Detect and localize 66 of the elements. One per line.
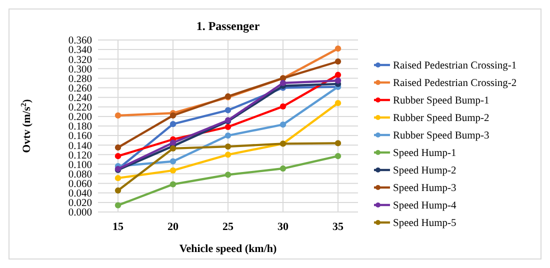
x-tick-label: 35 [332, 221, 344, 233]
point [170, 167, 176, 174]
point [334, 58, 342, 65]
legend-label: Rubber Speed Bump-2 [393, 113, 490, 124]
x-tick-label: 15 [112, 221, 124, 233]
point [224, 152, 232, 158]
chart-title: 1. Passenger [196, 19, 260, 33]
legend-label: Speed Hump-3 [393, 183, 456, 194]
y-tick-label: 0.000 [68, 208, 92, 219]
y-tick-label: 0.100 [68, 160, 92, 171]
y-tick-label: 0.120 [68, 150, 92, 162]
x-tick-label: 30 [278, 221, 289, 233]
point [114, 144, 122, 151]
point [280, 80, 286, 86]
x-tick-label: 25 [222, 221, 234, 233]
y-tick-label: 0.140 [68, 140, 92, 152]
point [170, 158, 176, 164]
point [224, 172, 232, 178]
point [170, 140, 176, 146]
y-tick-label: 0.340 [68, 45, 92, 56]
point [280, 121, 286, 128]
y-tick-label: 0.080 [68, 169, 92, 180]
point [114, 153, 122, 160]
legend-label: Rubber Speed Bump-3 [393, 130, 490, 142]
x-axis-title: Vehicle speed (km/h) [179, 243, 278, 255]
legend-label: Speed Hump-5 [393, 218, 456, 230]
y-tick-label: 0.240 [68, 93, 92, 104]
legend-label: Raised Pedestrian Crossing-1 [393, 60, 517, 72]
legend-label: Speed Hump-4 [393, 200, 458, 212]
y-tick-label: 0.360 [68, 36, 92, 47]
point [170, 181, 176, 188]
y-tick-label: 0.300 [68, 64, 92, 76]
y-tick-label: 0.200 [68, 112, 92, 124]
point [224, 107, 232, 114]
point [334, 46, 342, 52]
point [334, 153, 342, 160]
y-tick-label: 0.160 [68, 131, 92, 142]
point [280, 165, 286, 172]
legend-label: Rubber Speed Bump-1 [393, 96, 490, 107]
legend-label: Raised Pedestrian Crossing-2 [393, 78, 517, 90]
point [280, 103, 286, 110]
legend-label: Speed Hump-2 [393, 166, 456, 177]
y-tick-label: 0.020 [68, 198, 92, 210]
y-tick-label: 0.260 [68, 83, 92, 94]
y-tick-label: 0.220 [68, 102, 92, 114]
point [334, 78, 342, 84]
y-tick-label: 0.320 [68, 54, 92, 66]
x-tick-label: 20 [168, 221, 179, 233]
point [334, 140, 342, 146]
point [114, 112, 122, 119]
point [114, 187, 122, 194]
point [114, 174, 122, 182]
point [224, 124, 232, 130]
point [334, 72, 342, 78]
y-tick-label: 0.280 [68, 74, 92, 85]
legend-label: Speed Hump-1 [393, 148, 456, 160]
point [334, 100, 342, 106]
point [170, 121, 176, 128]
point [170, 112, 176, 119]
y-tick-label: 0.180 [68, 122, 92, 133]
point [224, 143, 232, 150]
point [170, 145, 176, 152]
y-tick-label: 0.040 [68, 188, 92, 200]
point [224, 132, 232, 139]
y-tick-label: 0.060 [68, 179, 92, 190]
point [114, 202, 122, 208]
